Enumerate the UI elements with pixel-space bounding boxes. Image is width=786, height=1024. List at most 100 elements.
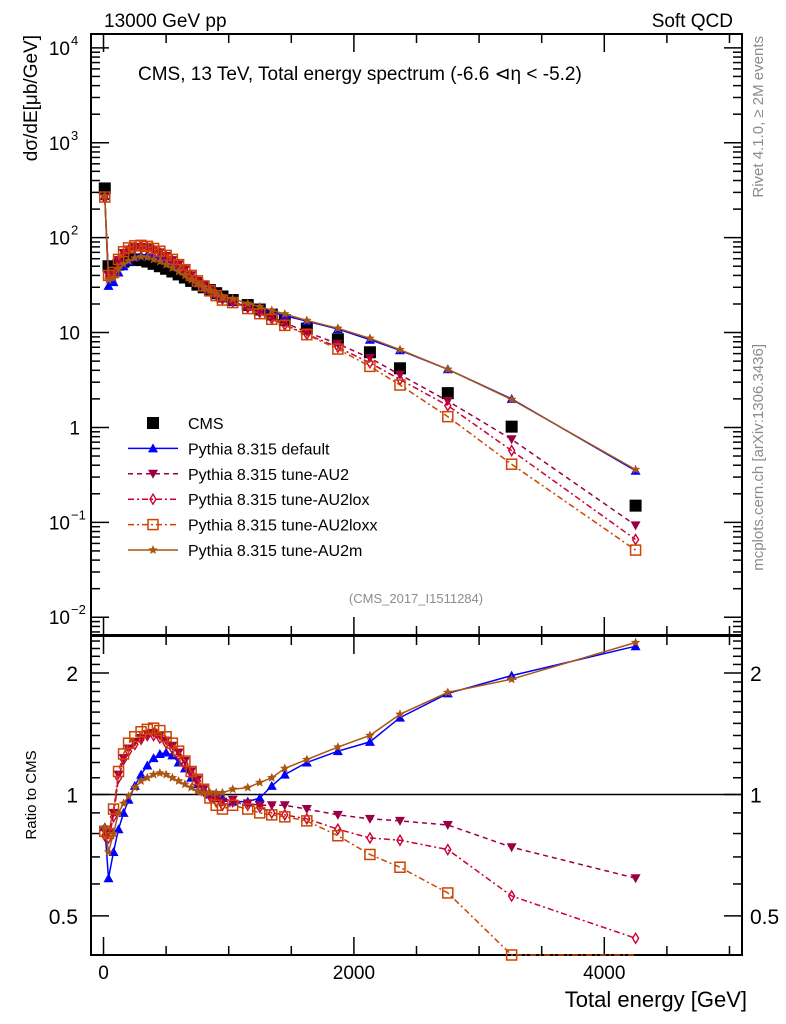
ratio-data-point <box>167 741 178 751</box>
legend-entry: Pythia 8.315 tune-AU2 <box>128 467 349 484</box>
data-point <box>148 254 159 264</box>
ratio-data-point <box>173 757 184 767</box>
data-point <box>136 251 146 261</box>
ratio-data-point <box>631 931 640 945</box>
ratio-y-tick-label-right: 2 <box>750 663 762 686</box>
legend-marker <box>148 443 158 453</box>
ratio-y-tick-label: 1 <box>66 784 78 807</box>
legend-marker <box>147 417 159 429</box>
ratio-data-point <box>442 887 454 899</box>
ratio-series-pythia-8-315-tune-au2lox <box>100 729 640 945</box>
legend-entry: Pythia 8.315 tune-AU2m <box>128 543 362 560</box>
ratio-data-point <box>396 833 404 847</box>
ratio-data-point <box>279 811 291 823</box>
ratio-data-point <box>122 737 135 749</box>
ratio-data-point <box>333 742 343 752</box>
data-point <box>365 333 375 343</box>
ratio-data-point <box>147 722 160 734</box>
ratio-data-point <box>266 780 277 790</box>
ratio-data-point <box>113 807 124 817</box>
ratio-data-point <box>228 784 238 794</box>
data-point <box>123 255 134 265</box>
data-point <box>333 323 343 333</box>
data-point <box>173 266 184 276</box>
ratio-data-point <box>103 873 114 883</box>
data-point <box>129 240 141 252</box>
ratio-data-point <box>255 777 265 787</box>
chart-title: CMS, 13 TeV, Total energy spectrum (-6.6… <box>138 64 582 85</box>
legend-marker <box>148 545 158 554</box>
ratio-data-point <box>266 801 277 811</box>
top-left-label: 13000 GeV pp <box>104 11 227 32</box>
ratio-data-point <box>442 820 453 830</box>
ratio-data-point <box>254 807 266 819</box>
data-point <box>395 344 405 354</box>
ratio-data-point <box>130 782 140 792</box>
side-label-mcplots: mcplots.cern.ch [arXiv:1306.3436] <box>750 344 767 571</box>
ratio-data-point <box>394 816 405 826</box>
data-point <box>167 262 178 272</box>
data-point <box>629 499 642 512</box>
ratio-data-point <box>279 801 290 811</box>
ratio-series-pythia-8-315-tune-au2m <box>100 637 641 856</box>
series-line <box>104 196 636 472</box>
data-point <box>394 379 406 391</box>
data-point <box>629 544 642 556</box>
ratio-data-point <box>148 753 159 763</box>
ratio-data-point <box>243 782 253 792</box>
ratio-data-point <box>301 815 313 827</box>
x-tick-label: 2000 <box>333 963 375 984</box>
ratio-y-tick-label-right: 1 <box>750 784 762 807</box>
y-axis-label-ratio: Ratio to CMS <box>23 750 40 839</box>
data-point <box>154 245 166 257</box>
ratio-data-point <box>395 709 405 719</box>
y-tick-exponent: −2 <box>71 602 86 617</box>
ratio-data-point <box>280 808 289 822</box>
ratio-panel: 0 2000 4000 2 2 1 1 0.5 0.5 <box>49 635 779 984</box>
ratio-series-pythia-8-315-default <box>99 641 641 883</box>
ratio-data-point <box>103 847 114 856</box>
ratio-series-pythia-8-315-tune-au2loxx <box>99 722 636 961</box>
top-right-label: Soft QCD <box>652 11 733 32</box>
ratio-series-line <box>104 732 636 879</box>
ratio-data-point <box>630 637 641 647</box>
ratio-data-point <box>217 787 228 797</box>
data-point <box>103 280 114 290</box>
ratio-data-point <box>506 843 517 853</box>
ratio-data-point <box>112 765 125 778</box>
ratio-data-point <box>241 803 254 815</box>
ratio-data-point <box>506 674 517 684</box>
data-point <box>332 343 344 355</box>
ratio-data-point <box>100 829 109 843</box>
ratio-y-tick-label: 2 <box>66 663 78 686</box>
data-point <box>122 242 135 254</box>
data-point <box>180 270 190 280</box>
data-point <box>442 410 454 423</box>
ratio-data-point <box>160 730 172 743</box>
legend: CMS Pythia 8.315 default Pythia 8.315 tune… <box>128 416 377 560</box>
y-tick-exponent: −1 <box>71 507 86 522</box>
data-point <box>100 191 110 201</box>
ratio-data-point <box>154 724 166 737</box>
ratio-data-point <box>174 748 183 762</box>
ratio-data-point <box>332 810 343 820</box>
legend-marker <box>147 518 159 531</box>
ratio-data-point <box>192 786 203 795</box>
ratio-data-point <box>226 799 239 812</box>
series-line <box>104 196 637 551</box>
ratio-data-point <box>332 746 343 756</box>
x-tick-label: 4000 <box>583 963 625 984</box>
y-axis-label-main: dσ/dE[μb/GeV] <box>21 35 42 161</box>
ratio-y-tick-label: 0.5 <box>49 906 78 929</box>
ratio-data-point <box>166 737 179 749</box>
ratio-data-point <box>505 949 518 961</box>
y-tick-label: 10 <box>49 513 70 534</box>
ratio-data-point <box>108 828 119 838</box>
data-point <box>217 292 228 302</box>
ratio-data-point <box>198 787 209 797</box>
ratio-data-point <box>155 768 165 778</box>
ratio-data-point <box>280 763 290 773</box>
data-point <box>142 252 153 262</box>
series-cms <box>98 182 642 512</box>
ratio-data-point <box>123 791 134 801</box>
